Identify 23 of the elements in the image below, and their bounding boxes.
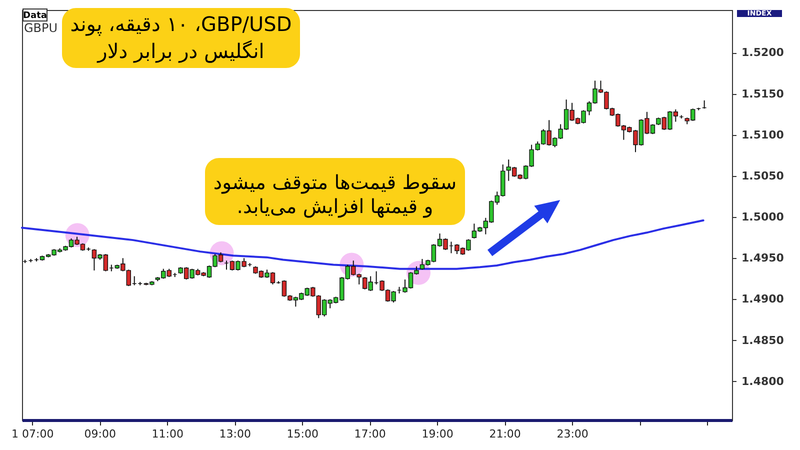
x-tick-label: 19:00 xyxy=(422,428,454,440)
y-tick-label: 1.5150 xyxy=(742,87,784,100)
y-tick-label: 1.4900 xyxy=(742,292,784,306)
y-tick-label: 1.5200 xyxy=(742,46,784,60)
annotation: GBPU xyxy=(24,21,58,35)
x-tick-label: 1 07:00 xyxy=(12,428,54,440)
y-tick-label: 1.4850 xyxy=(742,334,784,347)
line-series xyxy=(21,219,704,270)
y-tick-label: 1.5050 xyxy=(742,169,784,182)
x-tick-label: 09:00 xyxy=(84,428,116,440)
x-tick-label: 13:00 xyxy=(219,428,251,440)
annotation: Data xyxy=(23,11,47,21)
y-tick-label: 1.5100 xyxy=(742,128,784,142)
text: GBP/USD، ۱۰ دقیقه، پوند انگلیس در برابر دلار xyxy=(70,12,292,63)
x-tick-label: 11:00 xyxy=(152,428,184,440)
y-tick-label: 1.4800 xyxy=(742,374,784,388)
annotation: سقوط قیمت‌ها متوقف میشود و قیمتها افزایش می‌یابد. xyxy=(213,171,457,218)
y-tick-label: 1.5000 xyxy=(742,210,784,224)
x-tick-label: 21:00 xyxy=(489,428,521,440)
x-tick-label: 17:00 xyxy=(354,428,386,440)
x-tick-label: 15:00 xyxy=(286,428,318,440)
y-tick-label: 1.4950 xyxy=(742,252,784,265)
x-tick-label: 23:00 xyxy=(556,428,588,440)
